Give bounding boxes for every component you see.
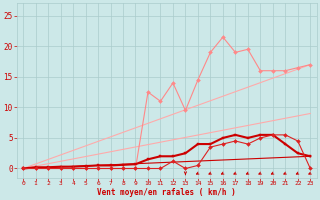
X-axis label: Vent moyen/en rafales ( km/h ): Vent moyen/en rafales ( km/h ) bbox=[97, 188, 236, 197]
